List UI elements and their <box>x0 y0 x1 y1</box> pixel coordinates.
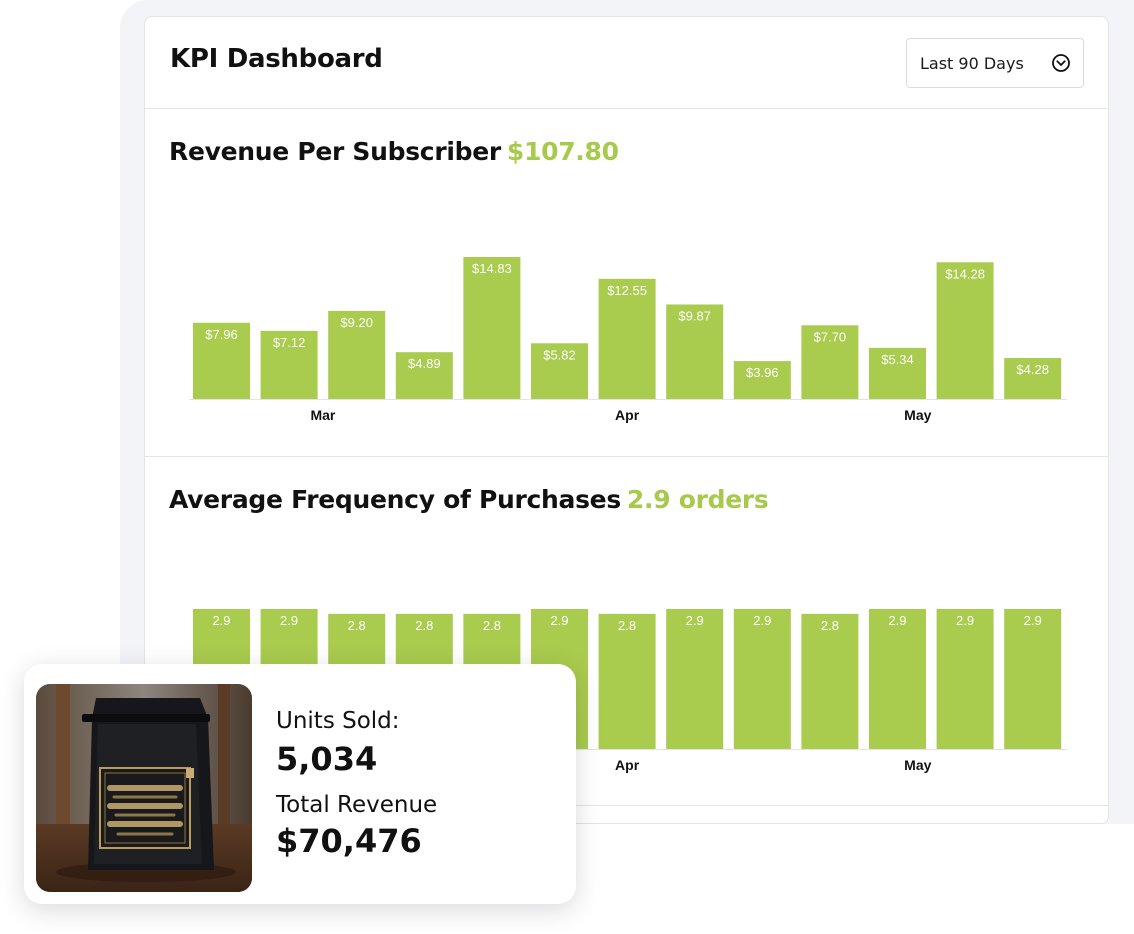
date-range-value: Last 90 Days <box>920 53 1024 73</box>
revenue-metric: $107.80 <box>506 137 619 166</box>
frequency-bar[interactable] <box>801 613 859 749</box>
revenue-bar[interactable] <box>801 325 859 399</box>
section-title: Revenue Per Subscriber $107.80 <box>169 137 619 166</box>
frequency-x-tick-label: May <box>904 757 931 773</box>
frequency-bar-value-label: 2.9 <box>212 613 230 628</box>
revenue-bar-value-label: $7.70 <box>814 329 847 344</box>
date-range-select[interactable]: Last 90 Days <box>906 38 1084 88</box>
revenue-x-tick-label: May <box>904 407 931 423</box>
revenue-bar-value-label: $12.55 <box>607 283 647 298</box>
revenue-x-tick-label: Mar <box>310 407 335 423</box>
frequency-bar-value-label: 2.9 <box>753 613 771 628</box>
frequency-metric: 2.9 orders <box>626 485 769 514</box>
frequency-bar-value-label: 2.8 <box>415 618 433 633</box>
revenue-bar-value-label: $7.12 <box>273 335 306 350</box>
product-image <box>36 684 252 892</box>
frequency-bar-value-label: 2.9 <box>280 613 298 628</box>
revenue-bar[interactable] <box>598 278 656 399</box>
units-sold-label: Units Sold: <box>276 708 400 734</box>
section-title: Average Frequency of Purchases 2.9 orders <box>169 485 769 514</box>
revenue-bar[interactable] <box>193 322 250 399</box>
revenue-bar-value-label: $14.83 <box>472 261 512 276</box>
revenue-bar[interactable] <box>666 304 724 399</box>
revenue-bar-value-label: $5.82 <box>543 347 576 362</box>
total-revenue-label: Total Revenue <box>276 792 438 818</box>
revenue-bar[interactable] <box>1004 358 1062 399</box>
revenue-bar[interactable] <box>936 262 994 399</box>
revenue-bar-value-label: $7.96 <box>205 327 238 342</box>
frequency-bar-value-label: 2.8 <box>348 618 366 633</box>
page-title: KPI Dashboard <box>170 44 383 74</box>
total-revenue-value: $70,476 <box>276 822 422 860</box>
revenue-bar-value-label: $4.28 <box>1016 362 1049 377</box>
revenue-bar-chart: $7.96 $7.12 $9.20 $4.89 $14.83 $5.82 $12.55 $9.… <box>189 257 1067 423</box>
product-summary-card: Units Sold: 5,034 Total Revenue $70,476 <box>24 664 576 904</box>
revenue-bar-value-label: $5.34 <box>881 352 914 367</box>
revenue-per-subscriber-section: Revenue Per Subscriber $107.80 $7.96 $7.12… <box>145 109 1108 457</box>
frequency-bar-value-label: 2.8 <box>821 618 839 633</box>
revenue-x-tick-label: Apr <box>615 407 640 423</box>
frequency-bar-value-label: 2.9 <box>888 613 906 628</box>
chevron-down-circle-icon <box>1052 54 1070 72</box>
frequency-x-tick-label: Apr <box>615 757 640 773</box>
frequency-bar-value-label: 2.8 <box>618 618 636 633</box>
revenue-bar-value-label: $9.20 <box>340 315 373 330</box>
revenue-bar-value-label: $9.87 <box>678 308 711 323</box>
frequency-bar[interactable] <box>1004 609 1062 749</box>
revenue-bar[interactable] <box>260 330 318 399</box>
frequency-bar-value-label: 2.9 <box>550 613 568 628</box>
frequency-bar-value-label: 2.9 <box>956 613 974 628</box>
frequency-title: Average Frequency of Purchases <box>169 485 621 514</box>
dashboard-header: KPI Dashboard Last 90 Days <box>145 17 1108 109</box>
revenue-bar-value-label: $3.96 <box>746 365 779 380</box>
revenue-bar[interactable] <box>531 343 588 399</box>
revenue-bar-value-label: $14.28 <box>945 266 985 281</box>
frequency-bar[interactable] <box>666 609 724 749</box>
frequency-bar[interactable] <box>733 609 791 749</box>
revenue-bar[interactable] <box>869 347 926 399</box>
frequency-bar-value-label: 2.8 <box>483 618 501 633</box>
coffee-bag-image <box>36 684 252 892</box>
frequency-bar[interactable] <box>936 609 994 749</box>
revenue-bar[interactable] <box>395 352 453 399</box>
units-sold-value: 5,034 <box>276 740 378 778</box>
revenue-bar[interactable] <box>463 257 521 399</box>
frequency-bar[interactable] <box>598 613 656 749</box>
frequency-bar[interactable] <box>869 609 926 749</box>
revenue-bar[interactable] <box>733 361 791 399</box>
revenue-title: Revenue Per Subscriber <box>169 137 501 166</box>
revenue-bar-value-label: $4.89 <box>408 356 441 371</box>
frequency-bar-value-label: 2.9 <box>686 613 704 628</box>
revenue-bar[interactable] <box>328 310 386 399</box>
frequency-bar-value-label: 2.9 <box>1024 613 1042 628</box>
